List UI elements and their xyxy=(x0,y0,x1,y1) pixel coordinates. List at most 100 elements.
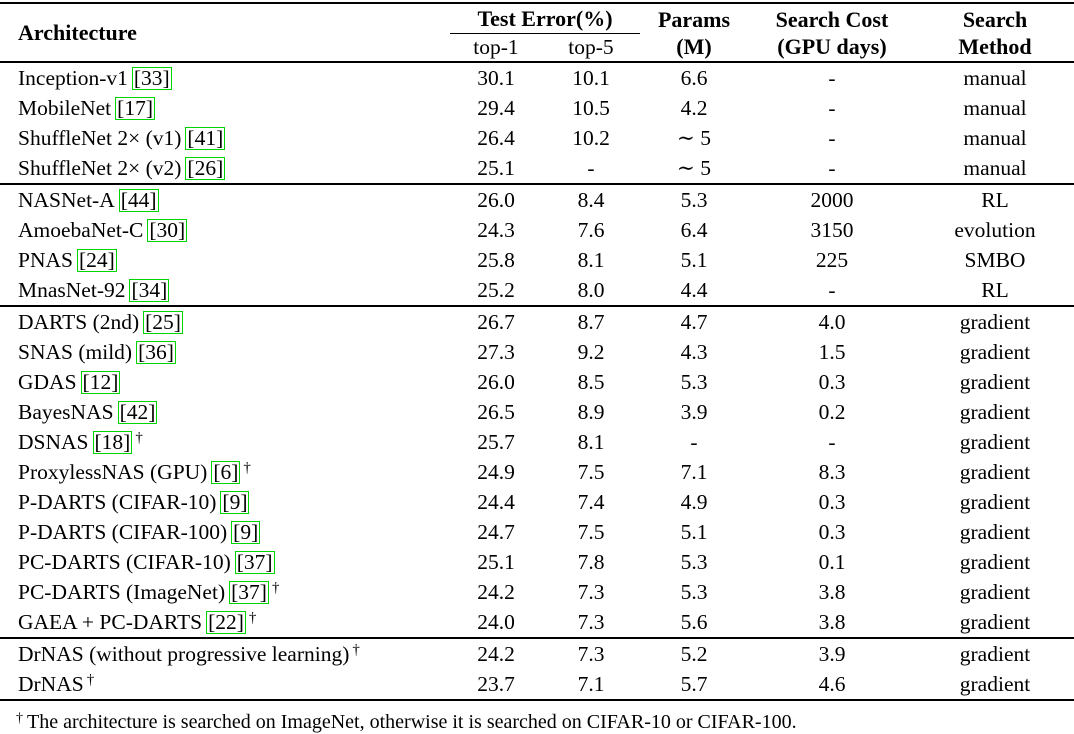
cell-architecture: PC-DARTS (ImageNet) [37] † xyxy=(0,577,450,607)
cell-search-cost: 0.1 xyxy=(818,550,846,574)
citation-link[interactable]: [22] xyxy=(206,610,246,634)
table-row: MnasNet-92 [34] 25.2 8.0 4.4 - RL xyxy=(0,275,1074,306)
cell-top5: 8.0 xyxy=(577,278,605,302)
architecture-name: DSNAS xyxy=(18,430,89,454)
cell-top1: 25.1 xyxy=(477,550,515,574)
cell-architecture: MnasNet-92 [34] xyxy=(0,275,450,306)
table-row: ShuffleNet 2× (v2) [26] 25.1 - ∼ 5 - manual xyxy=(0,153,1074,184)
citation-link[interactable]: [25] xyxy=(143,310,183,334)
cell-top1: 24.9 xyxy=(477,460,515,484)
cell-top5: 7.6 xyxy=(577,218,605,242)
cell-params: 6.6 xyxy=(680,66,708,90)
table-row: DrNAS † 23.7 7.1 5.7 4.6 gradient xyxy=(0,669,1074,700)
architecture-name: DrNAS xyxy=(18,672,84,696)
cell-search-cost: 3150 xyxy=(810,218,854,242)
header-line: (M) xyxy=(676,33,712,59)
citation-link[interactable]: [37] xyxy=(229,580,269,604)
cell-search-cost: 0.3 xyxy=(818,490,846,514)
cell-search-cost: - xyxy=(828,96,836,120)
cell-top1: 26.0 xyxy=(477,370,515,394)
dagger-marker: † xyxy=(352,642,360,658)
cell-architecture: Inception-v1 [33] xyxy=(0,62,450,93)
table-row: DrNAS (without progressive learning) † 24.… xyxy=(0,638,1074,669)
architecture-name: ShuffleNet 2× (v1) xyxy=(18,126,182,150)
citation-link[interactable]: [9] xyxy=(220,490,250,514)
cell-top5: 8.1 xyxy=(577,430,605,454)
cell-architecture: SNAS (mild) [36] xyxy=(0,337,450,367)
cell-params: 5.2 xyxy=(680,642,708,666)
cell-top5: 7.3 xyxy=(577,642,605,666)
architecture-name: SNAS (mild) xyxy=(18,340,133,364)
cell-architecture: MobileNet [17] xyxy=(0,93,450,123)
header-row-1: Architecture Test Error(%) Params (M) Se… xyxy=(0,3,1074,59)
cell-params: 3.9 xyxy=(680,400,708,424)
cell-top5: 10.5 xyxy=(572,96,610,120)
col-header-architecture: Architecture xyxy=(18,19,137,45)
citation-link[interactable]: [24] xyxy=(76,248,117,272)
cell-top5: 8.5 xyxy=(577,370,605,394)
architecture-name: MnasNet-92 xyxy=(18,278,126,302)
footnote-text: The architecture is searched on ImageNet… xyxy=(27,711,797,733)
citation-link[interactable]: [42] xyxy=(117,400,158,424)
cell-search-cost: 0.3 xyxy=(818,520,846,544)
citation-link[interactable]: [12] xyxy=(80,370,121,394)
header-line: (GPU days) xyxy=(777,33,887,59)
cell-params: 4.2 xyxy=(680,96,708,120)
table-row: Inception-v1 [33] 30.1 10.1 6.6 - manual xyxy=(0,62,1074,93)
cell-params: 5.1 xyxy=(680,520,708,544)
cell-search-method: evolution xyxy=(954,218,1036,242)
results-table: Architecture Test Error(%) Params (M) Se… xyxy=(0,2,1074,701)
dagger-marker: † xyxy=(135,430,143,446)
cell-top5: 8.7 xyxy=(577,310,605,334)
citation-link[interactable]: [18] xyxy=(92,430,133,454)
architecture-name: DARTS (2nd) xyxy=(18,310,140,334)
citation-link[interactable]: [41] xyxy=(185,126,226,150)
citation-link[interactable]: [33] xyxy=(131,66,172,90)
cell-search-method: gradient xyxy=(959,400,1031,424)
cell-search-method: RL xyxy=(981,278,1009,302)
cell-params: 5.7 xyxy=(680,672,708,696)
architecture-name: P-DARTS (CIFAR-10) xyxy=(18,490,217,514)
header-line: Search Cost xyxy=(775,6,889,32)
cell-params: 5.3 xyxy=(680,580,708,604)
citation-link[interactable]: [17] xyxy=(115,96,155,120)
architecture-name: GAEA + PC-DARTS xyxy=(18,610,203,634)
architecture-name: PNAS xyxy=(18,248,73,272)
cell-top1: 27.3 xyxy=(477,340,515,364)
citation-link[interactable]: [6] xyxy=(211,460,241,484)
header-line: Method xyxy=(958,33,1032,59)
citation-link[interactable]: [36] xyxy=(136,340,176,364)
table-row: GDAS [12] 26.0 8.5 5.3 0.3 gradient xyxy=(0,367,1074,397)
citation-link[interactable]: [44] xyxy=(118,188,159,212)
architecture-name: MobileNet xyxy=(18,96,112,120)
cell-search-cost: 3.8 xyxy=(818,610,846,634)
cell-search-method: gradient xyxy=(959,642,1031,666)
cell-search-method: gradient xyxy=(959,580,1031,604)
cell-architecture: DSNAS [18] † xyxy=(0,427,450,457)
citation-link[interactable]: [30] xyxy=(147,218,188,242)
table-row: ShuffleNet 2× (v1) [41] 26.4 10.2 ∼ 5 - manual xyxy=(0,123,1074,153)
col-header-top1: top-1 xyxy=(473,35,519,59)
citation-link[interactable]: [34] xyxy=(129,278,170,302)
cell-top1: 24.7 xyxy=(477,520,515,544)
cell-top1: 29.4 xyxy=(477,96,515,120)
citation-link[interactable]: [37] xyxy=(234,550,275,574)
cell-architecture: AmoebaNet-C [30] xyxy=(0,215,450,245)
citation-link[interactable]: [9] xyxy=(231,520,261,544)
cell-top5: 7.5 xyxy=(577,520,605,544)
cell-architecture: PC-DARTS (CIFAR-10) [37] xyxy=(0,547,450,577)
cell-params: ∼ 5 xyxy=(676,126,712,150)
cell-top1: 26.4 xyxy=(477,126,515,150)
dagger-marker: † xyxy=(271,580,280,596)
table-row: NASNet-A [44] 26.0 8.4 5.3 2000 RL xyxy=(0,184,1074,215)
table-row: AmoebaNet-C [30] 24.3 7.6 6.4 3150 evolution xyxy=(0,215,1074,245)
cell-params: 5.1 xyxy=(680,248,708,272)
cell-search-method: gradient xyxy=(959,310,1031,334)
table-footnote: † The architecture is searched on ImageNe… xyxy=(0,701,1074,734)
citation-link[interactable]: [26] xyxy=(185,156,226,180)
cell-top5: 8.9 xyxy=(577,400,605,424)
cell-params: 4.7 xyxy=(680,310,708,334)
cell-search-method: manual xyxy=(963,156,1027,180)
cell-top1: 25.1 xyxy=(477,156,515,180)
cell-top5: 7.5 xyxy=(577,460,605,484)
